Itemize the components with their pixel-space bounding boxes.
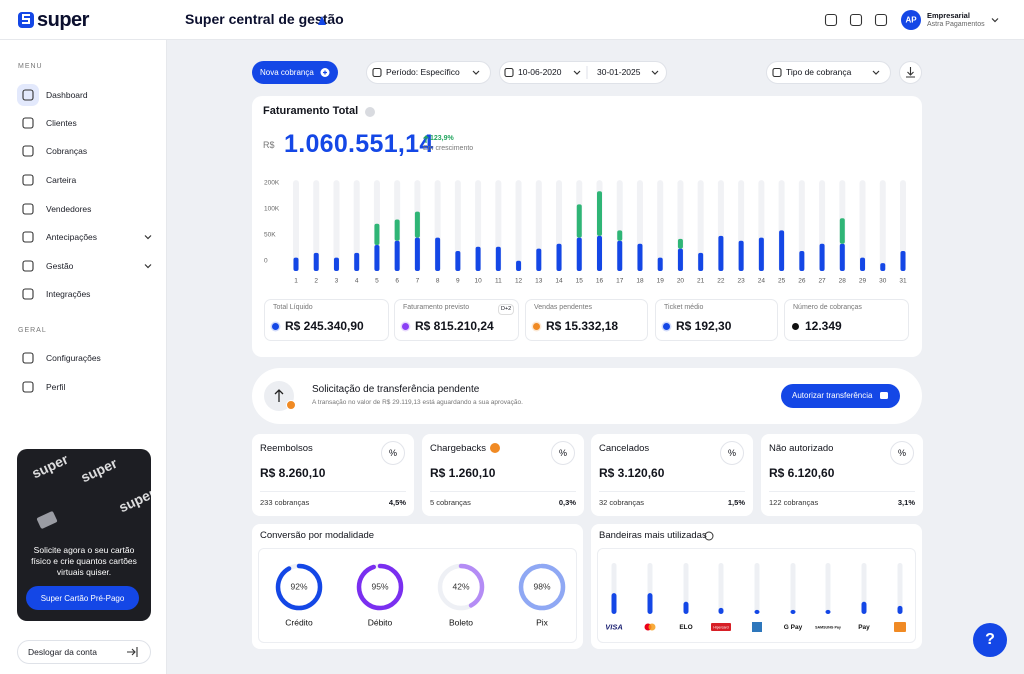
select-label: Tipo de cobrança — [786, 67, 852, 77]
summary-share: 0,3% — [558, 498, 576, 507]
button-label: Autorizar transferência — [792, 391, 873, 400]
summary-share: 1,5% — [727, 498, 745, 507]
alert-badge — [490, 443, 500, 453]
badge: D+2 — [498, 304, 515, 315]
percent-icon: % — [720, 441, 744, 465]
summary-title: Cancelados — [599, 443, 650, 454]
menu-item-label: Gestão — [46, 261, 74, 271]
menu-item[interactable] — [14, 111, 154, 135]
logo-text: super — [37, 9, 89, 31]
stat-value: R$ 192,30 — [676, 319, 732, 333]
stat-value: R$ 15.332,18 — [546, 319, 619, 333]
divider — [260, 491, 406, 492]
stat-label: Faturamento previsto — [403, 304, 470, 311]
summary-value: R$ 1.260,10 — [430, 466, 496, 480]
new-charge-button[interactable] — [252, 61, 338, 84]
menu-item-label: Clientes — [46, 118, 77, 128]
inner-panel — [258, 548, 577, 643]
promo-button[interactable]: Super Cartão Pré-Pago — [26, 586, 139, 610]
summary-title: Reembolsos — [260, 443, 313, 454]
inner-panel — [597, 548, 916, 643]
header — [0, 0, 1024, 40]
stat-box — [525, 299, 648, 341]
divider — [769, 491, 915, 492]
summary-count: 32 cobranças — [599, 498, 645, 507]
page-title: Super central de gestão — [185, 11, 344, 27]
currency: R$ — [263, 140, 275, 150]
stat-value: R$ 815.210,24 — [415, 319, 494, 333]
stat-label: Ticket médio — [664, 304, 704, 311]
account-name: Astra Pagamentos — [927, 21, 985, 28]
stat-box — [784, 299, 909, 341]
transfer-text: A transação no valor de R$ 29.119,13 est… — [312, 399, 523, 406]
summary-title: Chargebacks — [430, 443, 486, 454]
stat-box — [264, 299, 389, 341]
card-title: Bandeiras mais utilizadas — [599, 530, 707, 541]
menu-item-label: Carteira — [46, 175, 77, 185]
menu-item-label: Integrações — [46, 289, 91, 299]
promo-text: Solicite agora o seu cartão físico e cri… — [31, 545, 137, 577]
stat-label: Número de cobranças — [793, 304, 862, 311]
button-label: Nova cobrança — [260, 68, 314, 77]
account-type: Empresarial — [927, 11, 970, 20]
growth: 123,9% — [430, 135, 454, 142]
percent-icon: % — [381, 441, 405, 465]
growth-note: Em crescimento — [423, 145, 474, 152]
stat-value: 12.349 — [805, 319, 842, 333]
date-from: 10-06-2020 — [518, 67, 562, 77]
summary-share: 3,1% — [897, 498, 915, 507]
section-label: GERAL — [18, 327, 47, 334]
select-label: Período: Específico — [386, 67, 460, 77]
menu-item[interactable] — [14, 254, 154, 278]
summary-value: R$ 6.120,60 — [769, 466, 835, 480]
summary-title: Não autorizado — [769, 443, 834, 454]
revenue-card — [252, 96, 922, 357]
percent-icon: % — [551, 441, 575, 465]
stat-label: Total Líquido — [273, 304, 313, 311]
summary-count: 233 cobranças — [260, 498, 310, 507]
stat-dot — [402, 323, 409, 330]
menu-item-label: Configurações — [46, 353, 101, 363]
summary-value: R$ 8.260,10 — [260, 466, 326, 480]
summary-count: 122 cobranças — [769, 498, 819, 507]
stat-dot — [663, 323, 670, 330]
summary-count: 5 cobranças — [430, 498, 471, 507]
period-select[interactable] — [366, 61, 491, 84]
stat-label: Vendas pendentes — [534, 304, 592, 311]
date-to: 30-01-2025 — [597, 67, 641, 77]
help-button[interactable]: ? — [973, 623, 1007, 657]
transfer-title: Solicitação de transferência pendente — [312, 384, 480, 395]
stat-box — [394, 299, 519, 341]
stat-value: R$ 245.340,90 — [285, 319, 364, 333]
stat-dot — [272, 323, 279, 330]
charge-type-select[interactable] — [766, 61, 891, 84]
divider — [430, 491, 576, 492]
stat-dot — [533, 323, 540, 330]
total-value: 1.060.551,14 — [284, 130, 434, 158]
summary-share: 4,5% — [388, 498, 406, 507]
divider — [599, 491, 745, 492]
alert-badge — [286, 400, 296, 410]
stat-dot — [792, 323, 799, 330]
menu-item-label: Cobranças — [46, 146, 88, 156]
menu-item-label: Vendedores — [46, 204, 92, 214]
menu-item[interactable] — [14, 168, 154, 192]
percent-icon: % — [890, 441, 914, 465]
stat-box — [655, 299, 778, 341]
logout-label: Deslogar da conta — [28, 647, 97, 657]
menu-item-label: Dashboard — [46, 90, 88, 100]
card-title: Faturamento Total — [263, 105, 359, 117]
menu-item-label: Perfil — [46, 382, 66, 392]
menu-item-label: Antecipações — [46, 232, 98, 242]
card-title: Conversão por modalidade — [260, 530, 375, 541]
summary-value: R$ 3.120,60 — [599, 466, 665, 480]
date-range[interactable] — [499, 61, 667, 84]
download-button[interactable] — [899, 61, 922, 84]
menu-item[interactable] — [14, 375, 154, 399]
section-label: MENU — [18, 63, 43, 70]
